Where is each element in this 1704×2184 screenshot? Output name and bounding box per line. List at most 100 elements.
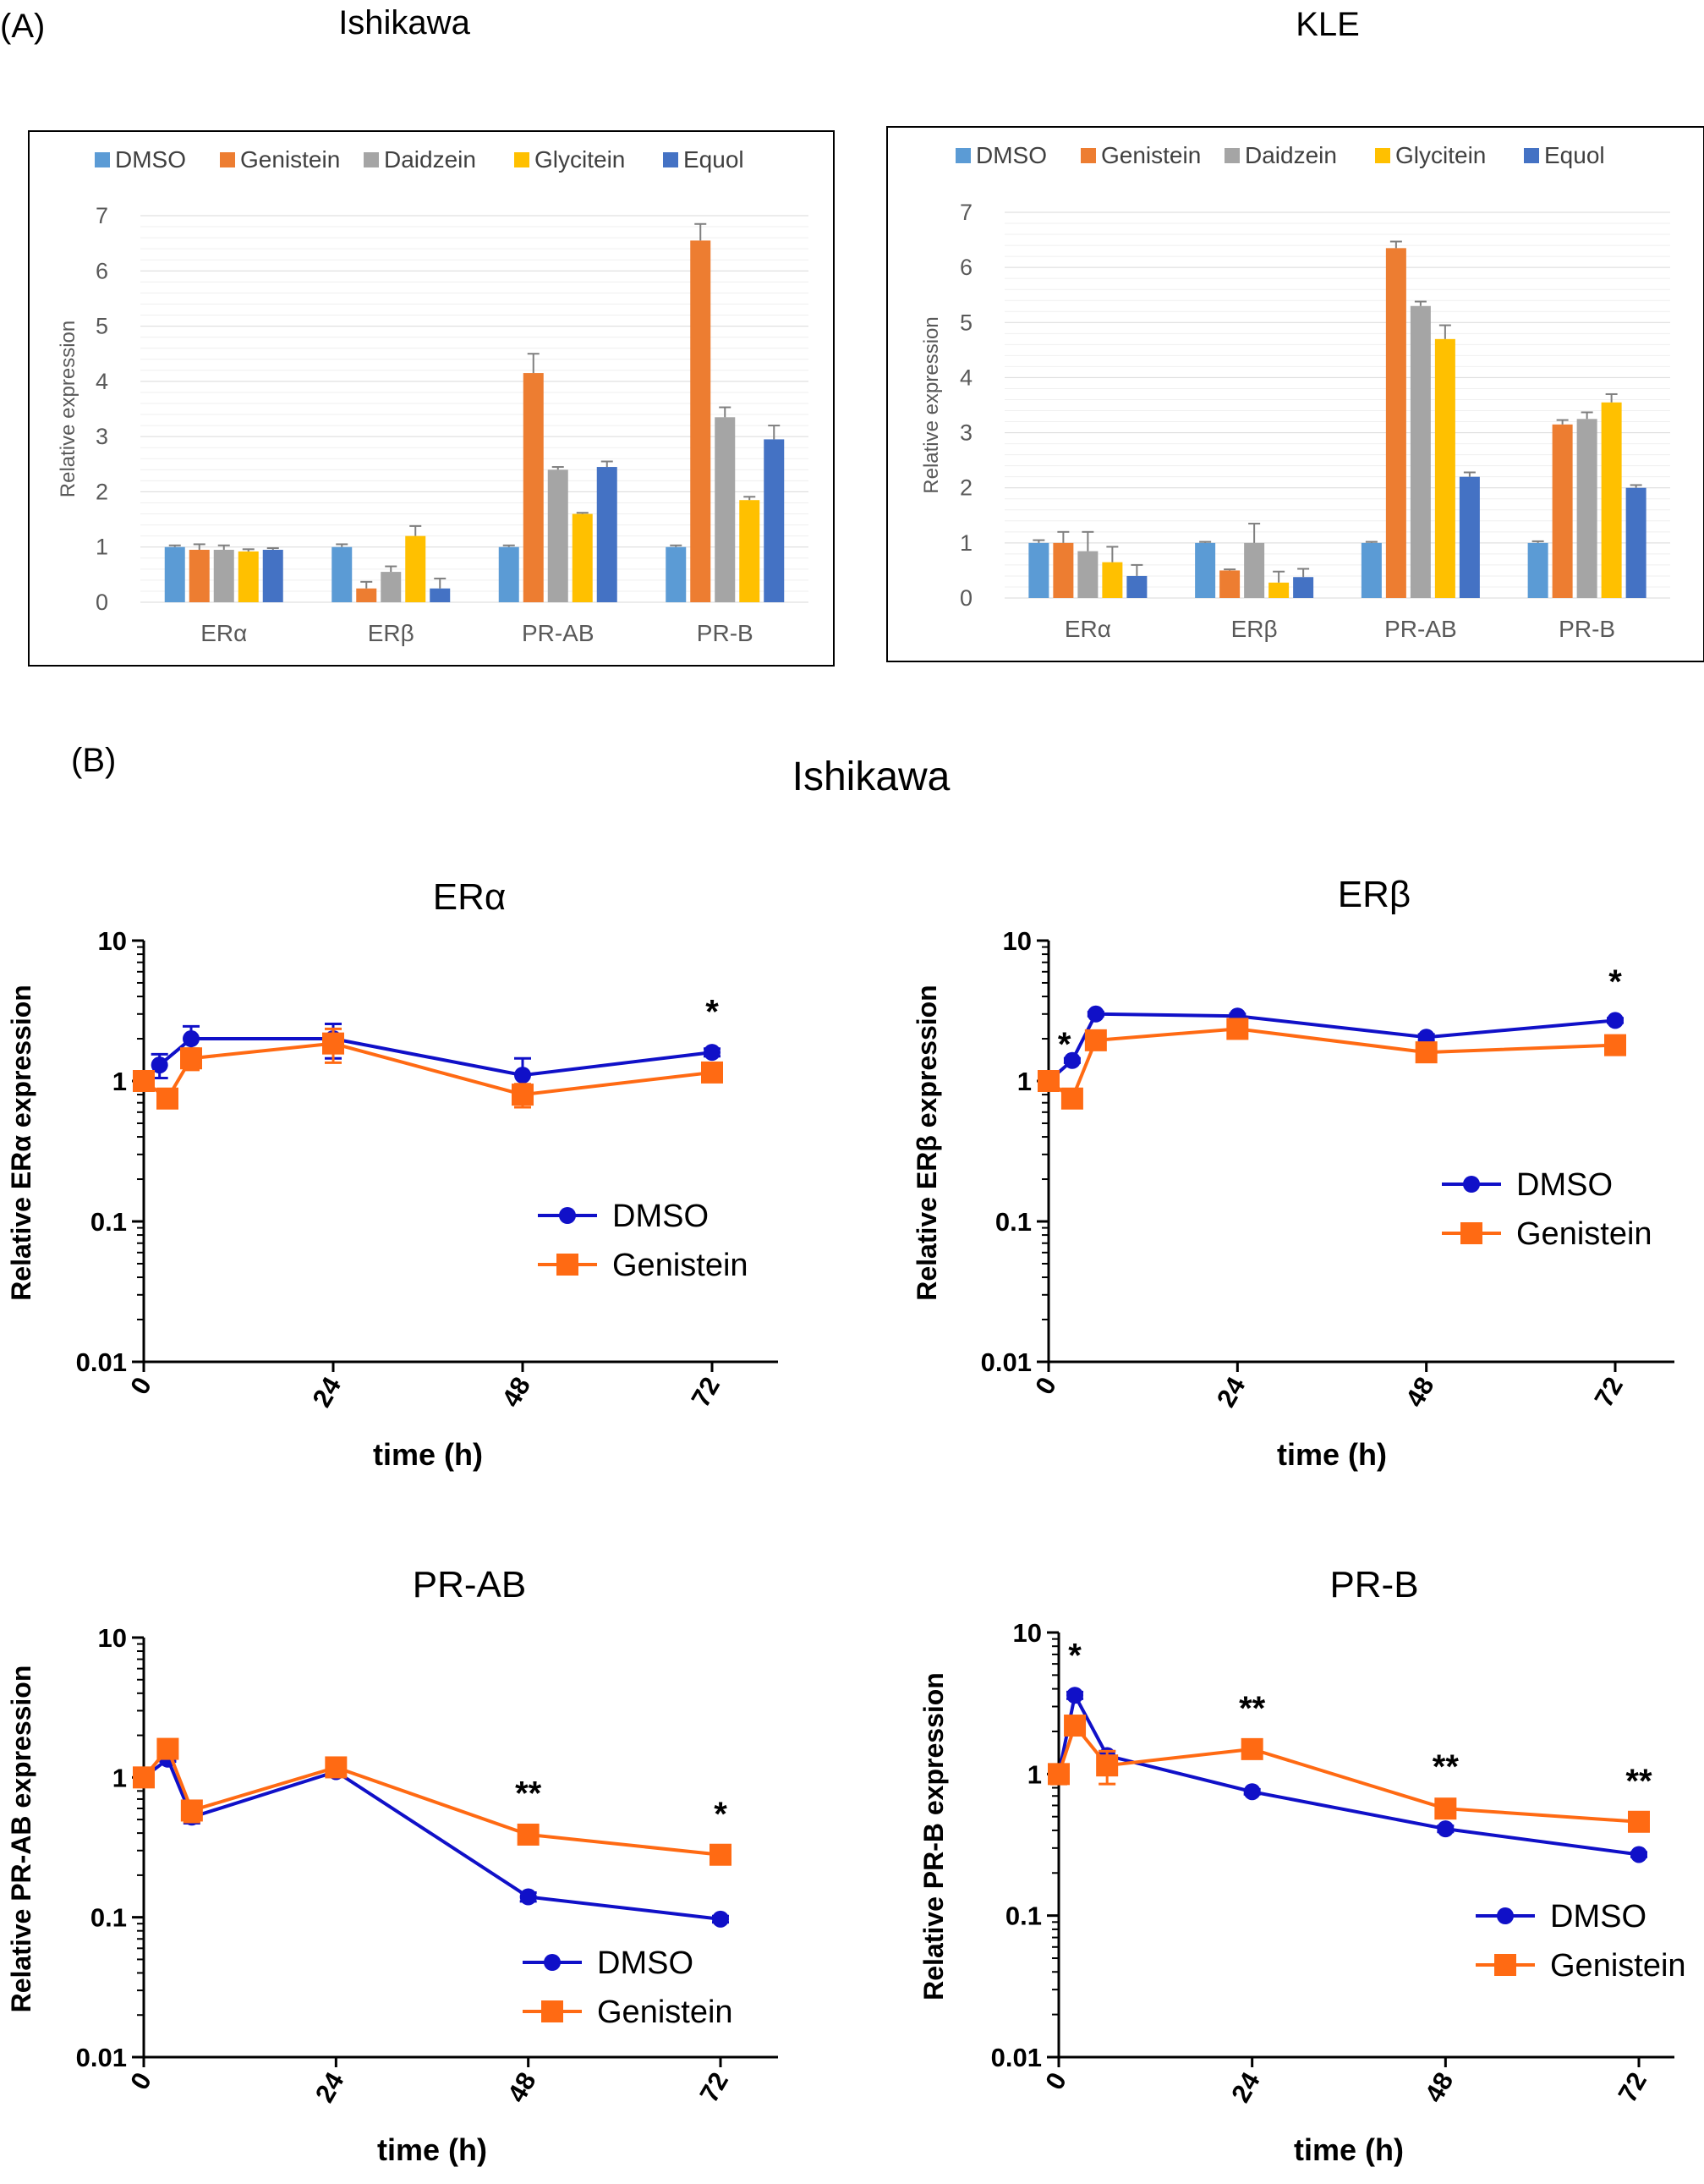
x-tick-label: 72 — [1613, 2067, 1653, 2107]
legend-swatch-genistein — [1081, 148, 1096, 163]
y-tick-label: 7 — [960, 200, 973, 225]
significance-marker: * — [705, 994, 719, 1031]
data-point-genistein — [1060, 1087, 1083, 1110]
legend-marker-dmso — [1463, 1176, 1480, 1193]
bar-equol — [430, 588, 451, 602]
y-tick-label: 0 — [960, 585, 973, 611]
data-point-dmso — [1607, 1012, 1624, 1029]
data-point-dmso — [1243, 1783, 1261, 1801]
category-label: PR-AB — [522, 620, 594, 646]
legend-marker-dmso — [559, 1207, 576, 1224]
bar-equol — [1459, 476, 1480, 598]
x-tick-label: 48 — [501, 2067, 542, 2107]
x-tick-label: 0 — [1039, 2067, 1072, 2094]
y-tick-label: 0.1 — [995, 1207, 1032, 1237]
y-tick-label: 0.1 — [1005, 1901, 1042, 1931]
ishikawa-title-a: Ishikawa — [338, 4, 470, 41]
y-axis-label: Relative expression — [920, 316, 943, 493]
legend-swatch-dmso — [95, 152, 110, 167]
data-point-genistein — [1038, 1070, 1060, 1092]
chart-title: ERβ — [1338, 874, 1411, 915]
bar-genistein — [1385, 248, 1406, 598]
significance-marker: * — [714, 1796, 727, 1833]
bar-equol — [1293, 577, 1314, 598]
kle-title-a: KLE — [1296, 6, 1360, 43]
legend-marker-genistein — [1494, 1954, 1516, 1976]
data-point-genistein — [156, 1737, 179, 1760]
legend-marker-genistein — [541, 2000, 563, 2022]
x-axis-label: time (h) — [1277, 1437, 1387, 1472]
data-point-genistein — [1048, 1763, 1070, 1786]
significance-marker: * — [1058, 1026, 1071, 1063]
legend-label-dmso: DMSO — [1516, 1167, 1613, 1203]
y-tick-label: 1 — [112, 1763, 127, 1792]
y-tick-label: 1 — [1027, 1759, 1042, 1789]
x-tick-label: 0 — [124, 1372, 157, 1399]
data-point-dmso — [1437, 1820, 1455, 1838]
panel-label-a: (A) — [0, 8, 45, 45]
data-point-genistein — [512, 1084, 534, 1106]
y-tick-label: 5 — [96, 314, 108, 339]
legend-marker-dmso — [1497, 1907, 1514, 1924]
bar-genistein — [189, 549, 210, 602]
data-point-genistein — [1096, 1754, 1119, 1777]
data-point-genistein — [1226, 1018, 1249, 1040]
category-label: PR-B — [1559, 616, 1615, 642]
data-point-dmso — [519, 1888, 537, 1906]
bar-daidzein — [213, 549, 234, 602]
data-point-genistein — [1434, 1797, 1457, 1820]
line-chart-era: ERα 0.01 0.1 1 10 0 24 48 72 time (h) Relative ERα… — [6, 876, 778, 1472]
data-point-dmso — [1630, 1846, 1647, 1863]
bar-equol — [764, 439, 785, 602]
x-tick-label: 0 — [1029, 1372, 1062, 1399]
y-tick-label: 6 — [960, 255, 973, 280]
y-axis-label: Relative ERβ expression — [912, 985, 942, 1300]
y-tick-label: 3 — [96, 424, 108, 449]
x-axis-label: time (h) — [377, 2132, 487, 2167]
x-tick-label: 24 — [1211, 1371, 1252, 1412]
data-point-genistein — [710, 1843, 731, 1866]
data-point-genistein — [156, 1087, 178, 1110]
data-point-genistein — [701, 1061, 723, 1084]
bar-glycitein — [238, 551, 259, 602]
y-tick-label: 0.01 — [76, 2043, 127, 2072]
legend-label-dmso: DMSO — [115, 146, 186, 173]
bar-dmso — [1361, 542, 1382, 598]
category-label: ERβ — [368, 620, 414, 646]
legend-label-daidzein: Daidzein — [384, 146, 476, 173]
y-axis-label: Relative ERα expression — [6, 985, 36, 1301]
y-tick-label: 4 — [960, 365, 973, 390]
data-point-genistein — [133, 1070, 155, 1092]
x-axis-label: time (h) — [1294, 2132, 1404, 2167]
y-tick-label: 0.01 — [76, 1347, 127, 1377]
data-point-dmso — [1063, 1051, 1081, 1069]
y-tick-label: 2 — [96, 479, 108, 504]
legend-label-daidzein: Daidzein — [1245, 142, 1337, 168]
bar-dmso — [164, 546, 185, 602]
y-tick-label: 0.1 — [90, 1903, 127, 1933]
bar-glycitein — [572, 513, 593, 602]
bar-glycitein — [1268, 582, 1290, 598]
line-chart-prab: PR-AB 0.01 0.1 1 10 0 24 48 72 time (h) Relative P… — [6, 1564, 778, 2167]
legend-swatch-equol — [1524, 148, 1539, 163]
bar-daidzein — [1077, 551, 1099, 598]
bar-chart-ishikawa: 0 1 2 3 4 5 6 7 Relative expression ERα ERβ PR-AB PR… — [28, 130, 835, 667]
x-tick-label: 72 — [686, 1372, 726, 1412]
legend-label-genistein: Genistein — [1101, 142, 1201, 168]
legend-swatch-glycitein — [1375, 148, 1390, 163]
category-label: PR-B — [697, 620, 753, 646]
bar-dmso — [331, 546, 353, 602]
line-chart-erb: ERβ 0.01 0.1 1 10 0 24 48 72 time (h) Relative ERβ… — [912, 874, 1674, 1472]
chart-frame — [28, 130, 835, 667]
data-point-genistein — [322, 1032, 344, 1055]
data-point-genistein — [180, 1047, 202, 1070]
bar-dmso — [1195, 542, 1216, 598]
y-tick-label: 1 — [96, 535, 108, 560]
category-label: ERβ — [1231, 616, 1278, 642]
bar-glycitein — [1434, 338, 1455, 598]
legend-swatch-equol — [663, 152, 678, 167]
y-tick-label: 0.01 — [981, 1347, 1032, 1377]
data-point-genistein — [1604, 1034, 1626, 1056]
y-tick-label: 4 — [96, 369, 108, 394]
